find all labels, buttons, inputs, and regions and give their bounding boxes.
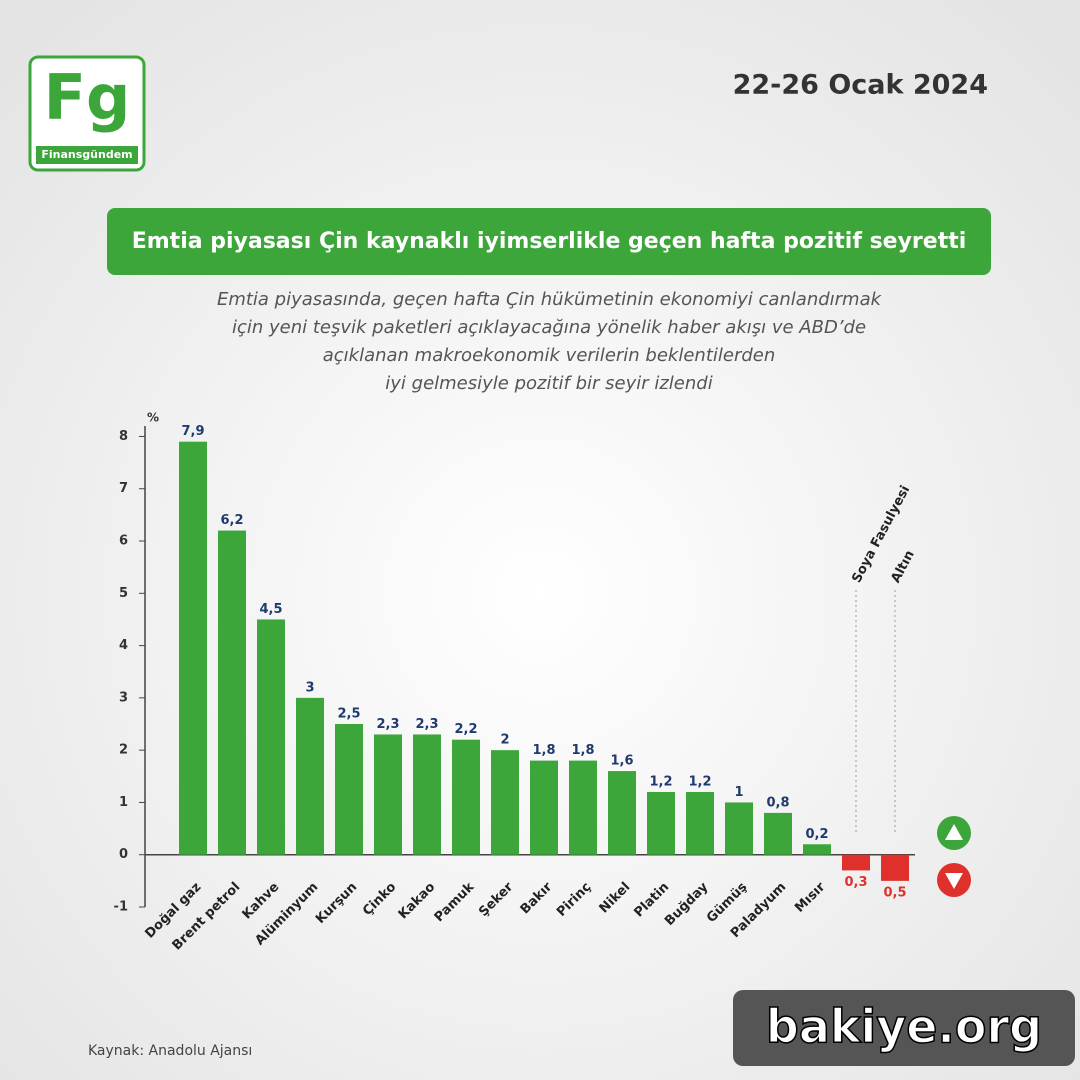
y-tick-label: 6 [119,534,128,549]
bar [881,854,909,881]
value-label: 4,5 [259,602,282,617]
subtitle-line: Emtia piyasasında, geçen hafta Çin hüküm… [217,289,883,310]
logo-box [28,55,146,172]
value-label: 1,2 [688,774,711,789]
bar [413,734,441,855]
value-label: 1,2 [649,774,672,789]
bar [335,724,363,855]
bar [179,441,207,855]
y-tick-label: 4 [119,638,128,653]
bar [803,844,831,855]
y-tick-label: 8 [119,429,128,444]
value-label: 1 [734,785,743,800]
y-tick-label: 5 [119,586,128,601]
value-label: 0,8 [766,795,789,810]
value-label: 1,8 [532,743,555,758]
value-label: 1,8 [571,743,594,758]
date: 22-26 Ocak 2024 [733,70,988,101]
logo-strip [36,146,138,164]
watermark: bakiye.org [766,1000,1042,1054]
y-tick-label: 2 [119,743,128,758]
y-tick-label: -1 [114,900,128,915]
down-arrow [945,873,963,889]
bar [647,791,675,855]
brand: Finansgündem [41,148,132,161]
y-tick-label: 3 [119,690,128,705]
value-label: 6,2 [220,513,243,528]
bar [257,619,285,855]
source: Kaynak: Anadolu Ajansı [88,1043,252,1059]
up-arrow [945,824,963,840]
bar [608,771,636,855]
logo: Fg [44,61,131,134]
value-label: 1,6 [610,754,633,769]
bar [725,802,753,855]
value-label: 0,2 [805,827,828,842]
bar [374,734,402,855]
banner: Emtia piyasası Çin kaynaklı iyimserlikle… [132,229,967,254]
subtitle-line: iyi gelmesiyle pozitif bir seyir izlendi [385,373,712,394]
value-label: 2,3 [376,717,399,732]
value-label: 2 [500,733,509,748]
bar [842,854,870,871]
bar [218,530,246,855]
bar [569,760,597,855]
value-label: 3 [305,680,314,695]
bar [491,750,519,855]
y-tick-label: 0 [119,847,128,862]
subtitle-line: için yeni teşvik paketleri açıklayacağın… [232,317,866,338]
value-label: 0,5 [883,885,906,900]
subtitle: Emtia piyasasında, geçen hafta Çin hüküm… [217,289,883,394]
bar [530,760,558,855]
bar [296,697,324,855]
bar [452,739,480,855]
banner-box [107,208,991,275]
bar [764,812,792,855]
value-label: 2,5 [337,707,360,722]
value-label: 7,9 [181,424,204,439]
subtitle-line: açıklanan makroekonomik verilerin beklen… [323,345,776,366]
value-label: 0,3 [844,875,867,890]
watermark-box [733,990,1075,1066]
value-label: 2,3 [415,717,438,732]
y-tick-label: 7 [119,481,128,496]
bar [686,791,714,855]
y-unit: % [147,411,159,425]
y-tick-label: 1 [119,795,128,810]
value-label: 2,2 [454,722,477,737]
